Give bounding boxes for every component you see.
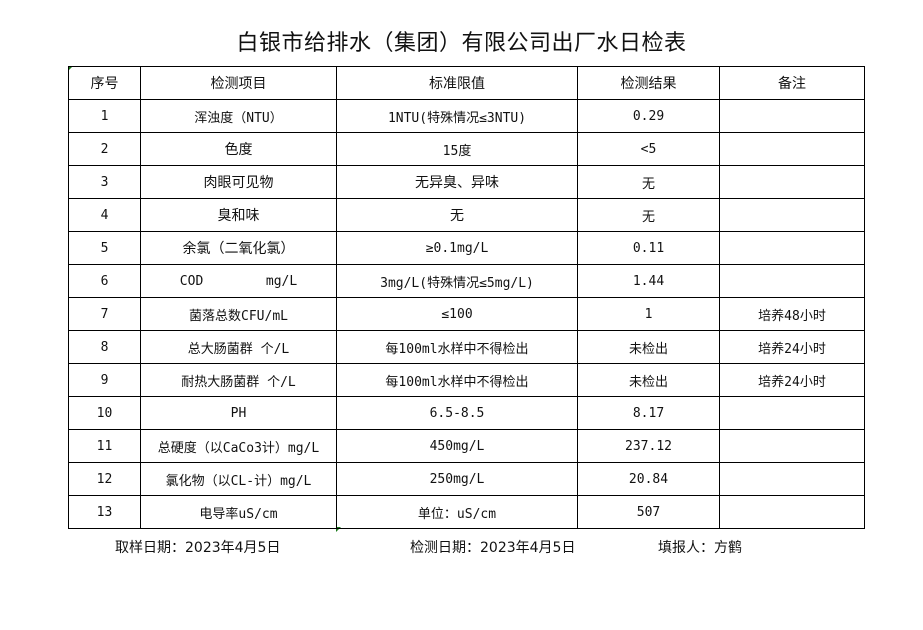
table-row: 11 总硬度（以CaCo3计）mg/L 450mg/L 237.12	[68, 429, 865, 463]
remark	[719, 231, 865, 265]
table-row: 5 余氯（二氧化氯） ≥0.1mg/L 0.11	[68, 231, 865, 265]
test-item: 浑浊度（NTU）	[140, 99, 337, 133]
standard-limit: ≤100	[336, 297, 578, 331]
test-result: 20.84	[577, 462, 720, 496]
table-row: 4 臭和味无无	[68, 198, 865, 232]
column-header: 检测结果	[577, 66, 720, 100]
column-header: 序号	[68, 66, 141, 100]
test-item: 电导率uS/cm	[140, 495, 337, 529]
standard-limit: 单位：uS/cm	[336, 495, 578, 529]
test-item: PH	[140, 396, 337, 430]
test-result: 0.29	[577, 99, 720, 133]
remark	[719, 495, 865, 529]
remark: 培养24小时	[719, 363, 865, 397]
test-item: 余氯（二氧化氯）	[140, 231, 337, 265]
standard-limit: 250mg/L	[336, 462, 578, 496]
standard-limit: 1NTU(特殊情况≤3NTU)	[336, 99, 578, 133]
remark	[719, 165, 865, 199]
column-header: 标准限值	[336, 66, 578, 100]
standard-limit: 3mg/L(特殊情况≤5mg/L)	[336, 264, 578, 298]
test-date: 检测日期：2023年4月5日	[410, 540, 576, 556]
test-result: <5	[577, 132, 720, 166]
page-title: 白银市给排水（集团）有限公司出厂水日检表	[236, 31, 687, 56]
test-item: COD mg/L	[140, 264, 337, 298]
table-row: 6 COD mg/L 3mg/L(特殊情况≤5mg/L) 1.44	[68, 264, 865, 298]
remark	[719, 429, 865, 463]
test-item: 氯化物（以CL-计）mg/L	[140, 462, 337, 496]
table-row: 1 浑浊度（NTU） 1NTU(特殊情况≤3NTU) 0.29	[68, 99, 865, 133]
test-result: 1	[577, 297, 720, 331]
standard-limit: 每100ml水样中不得检出	[336, 363, 578, 397]
row-number: 4	[68, 198, 141, 232]
row-number: 13	[68, 495, 141, 529]
header-row: 序号 检测项目 标准限值 检测结果 备注	[68, 66, 865, 100]
sample-date: 取样日期：2023年4月5日	[115, 540, 281, 556]
column-header: 检测项目	[140, 66, 337, 100]
remark	[719, 264, 865, 298]
inspection-table: 序号 检测项目 标准限值 检测结果 备注 1 浑浊度（NTU） 1NTU(特殊情况≤3NTU…	[68, 66, 865, 529]
row-number: 12	[68, 462, 141, 496]
test-result: 0.11	[577, 231, 720, 265]
standard-limit: 无	[336, 198, 578, 232]
remark	[719, 99, 865, 133]
row-number: 10	[68, 396, 141, 430]
test-item: 臭和味	[140, 198, 337, 232]
test-result: 1.44	[577, 264, 720, 298]
row-number: 6	[68, 264, 141, 298]
test-result: 未检出	[577, 363, 720, 397]
row-number: 8	[68, 330, 141, 364]
table-row: 13 电导率uS/cm 单位：uS/cm 507	[68, 495, 865, 529]
remark	[719, 462, 865, 496]
table-row: 8 总大肠菌群 个/L 每100ml水样中不得检出 未检出 培养24小时	[68, 330, 865, 364]
table-row: 7 菌落总数CFU/mL ≤100 1 培养48小时	[68, 297, 865, 331]
remark	[719, 198, 865, 232]
table-row: 9 耐热大肠菌群 个/L 每100ml水样中不得检出 未检出 培养24小时	[68, 363, 865, 397]
test-result: 未检出	[577, 330, 720, 364]
remark	[719, 396, 865, 430]
test-result: 无	[577, 165, 720, 199]
cell-marker	[336, 527, 341, 532]
row-number: 3	[68, 165, 141, 199]
row-number: 7	[68, 297, 141, 331]
standard-limit: 每100ml水样中不得检出	[336, 330, 578, 364]
filled-by: 填报人：方鹤	[658, 540, 742, 556]
test-item: 总硬度（以CaCo3计）mg/L	[140, 429, 337, 463]
standard-limit: 15度	[336, 132, 578, 166]
row-number: 5	[68, 231, 141, 265]
column-header: 备注	[719, 66, 865, 100]
table-row: 10 PH 6.5-8.5 8.17	[68, 396, 865, 430]
test-result: 237.12	[577, 429, 720, 463]
test-item: 色度	[140, 132, 337, 166]
test-result: 无	[577, 198, 720, 232]
remark	[719, 132, 865, 166]
standard-limit: ≥0.1mg/L	[336, 231, 578, 265]
test-result: 8.17	[577, 396, 720, 430]
standard-limit: 无异臭、异味	[336, 165, 578, 199]
remark: 培养24小时	[719, 330, 865, 364]
standard-limit: 6.5-8.5	[336, 396, 578, 430]
row-number: 11	[68, 429, 141, 463]
table-row: 3 肉眼可见物 无异臭、异味无	[68, 165, 865, 199]
row-number: 2	[68, 132, 141, 166]
remark: 培养48小时	[719, 297, 865, 331]
test-item: 总大肠菌群 个/L	[140, 330, 337, 364]
test-item: 菌落总数CFU/mL	[140, 297, 337, 331]
row-number: 9	[68, 363, 141, 397]
test-result: 507	[577, 495, 720, 529]
test-item: 肉眼可见物	[140, 165, 337, 199]
standard-limit: 450mg/L	[336, 429, 578, 463]
test-item: 耐热大肠菌群 个/L	[140, 363, 337, 397]
table-row: 2 色度 15度 <5	[68, 132, 865, 166]
row-number: 1	[68, 99, 141, 133]
table-row: 12 氯化物（以CL-计）mg/L 250mg/L 20.84	[68, 462, 865, 496]
